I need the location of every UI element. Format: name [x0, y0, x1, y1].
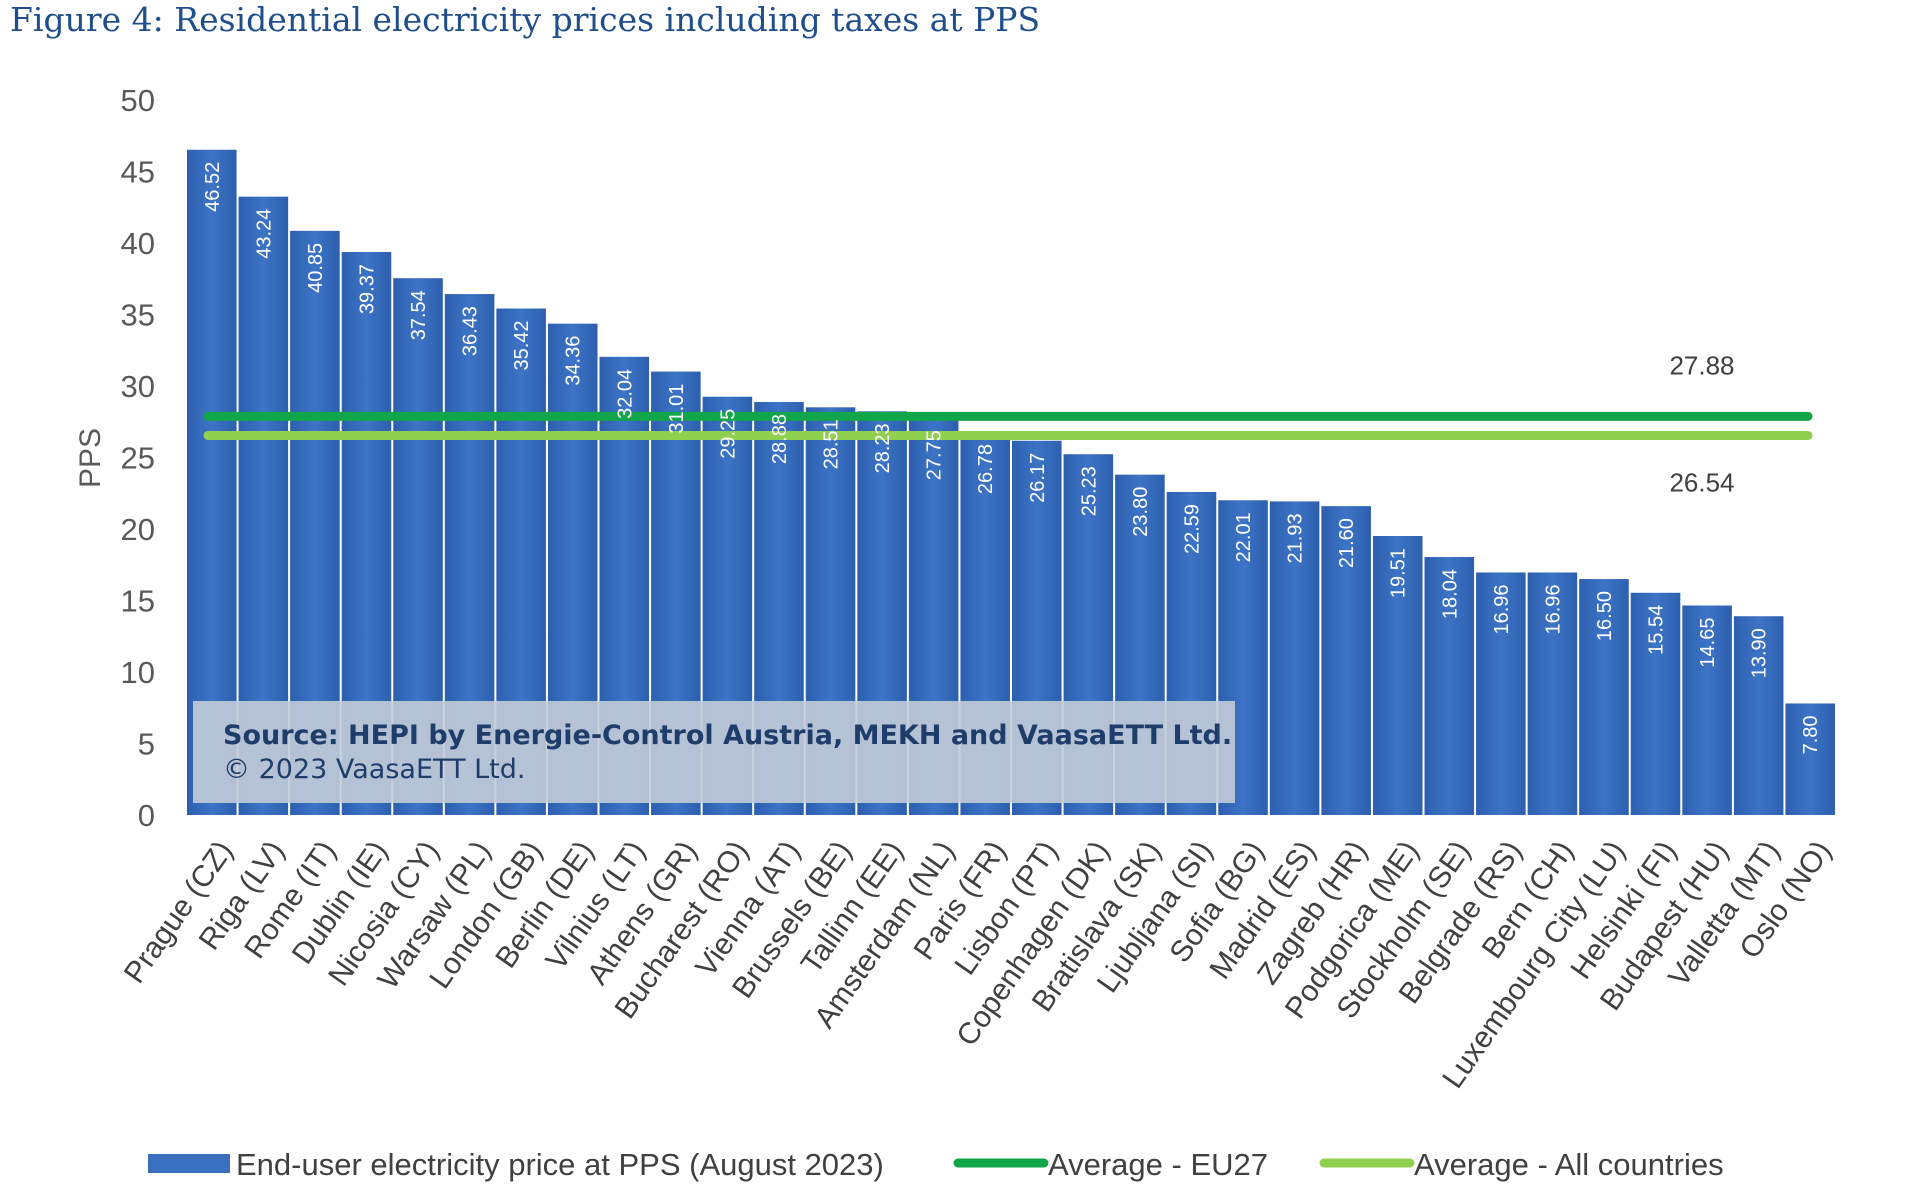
bar — [1733, 616, 1784, 815]
bar-value-label: 25.23 — [1078, 466, 1100, 516]
bar-value-label: 29.25 — [717, 409, 739, 459]
bar-value-label: 43.24 — [253, 209, 275, 259]
bar-value-label: 28.23 — [872, 423, 894, 473]
y-tick-label: 5 — [138, 727, 155, 762]
y-tick-label: 40 — [121, 226, 155, 261]
bar-value-label: 28.51 — [821, 419, 843, 469]
legend-label-eu27: Average - EU27 — [1048, 1147, 1268, 1182]
bar-value-label: 27.75 — [924, 430, 946, 480]
bar — [1527, 572, 1578, 815]
bar — [1579, 579, 1629, 815]
legend: End-user electricity price at PPS (Augus… — [148, 1147, 1724, 1182]
y-tick-label: 25 — [121, 441, 155, 476]
bar-value-label: 15.54 — [1646, 605, 1668, 655]
average-value-label: 26.54 — [1669, 467, 1734, 497]
bar — [1372, 536, 1423, 815]
average-value-label: 27.88 — [1669, 350, 1734, 380]
y-axis: 0 5 10 15 20 25 30 35 40 45 50 PPS — [74, 83, 155, 833]
bar-value-label: 7.80 — [1800, 715, 1822, 754]
source-line-2: © 2023 VaasaETT Ltd. — [223, 754, 525, 785]
y-tick-label: 35 — [121, 298, 155, 333]
bar-value-label: 16.50 — [1594, 591, 1616, 641]
bar-value-label: 32.04 — [614, 369, 636, 419]
value-labels-group: 46.52 43.24 40.85 39.37 37.54 36.43 35.42 34.36… — [202, 162, 1822, 755]
bar-value-label: 35.42 — [511, 320, 533, 370]
bar — [1682, 605, 1732, 815]
bar-value-label: 26.78 — [975, 444, 997, 494]
bar-value-label: 28.88 — [769, 414, 791, 464]
bar-value-label: 36.43 — [460, 306, 482, 356]
y-tick-label: 20 — [121, 512, 155, 547]
y-tick-label: 10 — [121, 655, 155, 690]
bar-value-label: 40.85 — [305, 243, 327, 293]
bar-value-label: 39.37 — [356, 264, 378, 314]
y-tick-label: 0 — [138, 798, 155, 833]
bar — [1476, 572, 1526, 815]
bar-value-label: 21.93 — [1285, 513, 1307, 563]
y-axis-title: PPS — [74, 428, 107, 488]
bar — [1424, 557, 1475, 815]
bar-value-label: 22.59 — [1181, 504, 1203, 554]
bar-value-label: 46.52 — [202, 162, 224, 212]
source-box: Source: HEPI by Energie-Control Austria,… — [193, 701, 1235, 803]
bar-value-label: 14.65 — [1697, 618, 1719, 668]
y-tick-label: 50 — [121, 83, 155, 118]
bar-value-label: 31.01 — [666, 384, 688, 434]
y-tick-label: 45 — [121, 155, 155, 190]
source-line-1: Source: HEPI by Energie-Control Austria,… — [223, 720, 1232, 751]
x-axis: Prague (CZ)Riga (LV)Rome (IT)Dublin (IE)… — [118, 835, 1838, 1094]
bar — [1269, 501, 1320, 815]
legend-label-all-countries: Average - All countries — [1414, 1147, 1724, 1182]
average-lines-group: 27.88 26.54 — [203, 350, 1813, 497]
bar-value-label: 19.51 — [1388, 548, 1410, 598]
bar-value-label: 18.04 — [1439, 569, 1461, 619]
bar-value-label: 26.17 — [1027, 453, 1049, 503]
bar-value-label: 22.01 — [1233, 512, 1255, 562]
bar — [1321, 506, 1371, 815]
legend-label-bars: End-user electricity price at PPS (Augus… — [236, 1147, 884, 1182]
bar — [1785, 703, 1835, 815]
bar-value-label: 13.90 — [1749, 628, 1771, 678]
legend-swatch-bars — [148, 1154, 230, 1173]
bar-value-label: 34.36 — [563, 336, 585, 386]
bar-value-label: 16.96 — [1491, 584, 1513, 634]
figure-title: Figure 4: Residential electricity prices… — [10, 0, 1041, 39]
bar-value-label: 16.96 — [1542, 584, 1564, 634]
source-box-background — [193, 701, 1235, 803]
bar-value-label: 21.60 — [1336, 518, 1358, 568]
bar-value-label: 37.54 — [408, 290, 430, 340]
y-tick-label: 30 — [121, 369, 155, 404]
y-tick-label: 15 — [121, 584, 155, 619]
bar-value-label: 23.80 — [1130, 487, 1152, 537]
bar — [1630, 592, 1681, 815]
